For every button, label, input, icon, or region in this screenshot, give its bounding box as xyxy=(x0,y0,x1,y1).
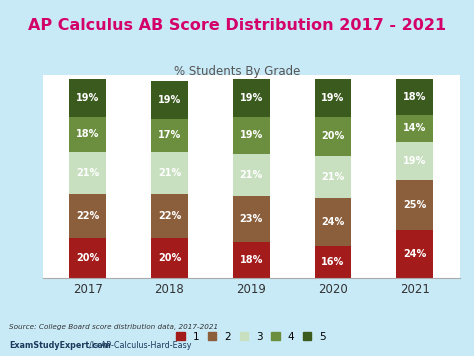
Text: % Students By Grade: % Students By Grade xyxy=(174,65,300,78)
Bar xyxy=(315,156,351,198)
Text: 19%: 19% xyxy=(403,156,427,166)
Text: 18%: 18% xyxy=(76,130,100,140)
Bar xyxy=(69,238,106,278)
Bar xyxy=(151,81,188,119)
Text: Source: College Board score distribution data, 2017-2021: Source: College Board score distribution… xyxy=(9,324,219,330)
Bar xyxy=(315,116,351,156)
Text: 21%: 21% xyxy=(321,172,345,182)
Bar xyxy=(396,180,433,230)
Text: 23%: 23% xyxy=(239,214,263,224)
Text: 20%: 20% xyxy=(76,253,99,263)
Text: 20%: 20% xyxy=(321,131,345,141)
Text: 22%: 22% xyxy=(158,211,181,221)
Text: AP Calculus AB Score Distribution 2017 - 2021: AP Calculus AB Score Distribution 2017 -… xyxy=(28,18,446,33)
Text: 18%: 18% xyxy=(403,91,427,102)
Text: 22%: 22% xyxy=(76,211,99,221)
Text: /Is-AP-Calculus-Hard-Easy: /Is-AP-Calculus-Hard-Easy xyxy=(89,341,191,350)
Bar xyxy=(233,155,270,196)
Text: 19%: 19% xyxy=(239,93,263,103)
Bar xyxy=(233,242,270,278)
Text: 18%: 18% xyxy=(239,255,263,265)
Bar xyxy=(69,79,106,116)
Text: 21%: 21% xyxy=(239,170,263,180)
Bar xyxy=(151,238,188,278)
Text: 19%: 19% xyxy=(321,93,345,103)
Legend: 1, 2, 3, 4, 5: 1, 2, 3, 4, 5 xyxy=(172,328,330,346)
Text: 19%: 19% xyxy=(239,130,263,140)
Bar xyxy=(315,198,351,246)
Text: 20%: 20% xyxy=(158,253,181,263)
Bar xyxy=(396,79,433,115)
Text: ExamStudyExpert.com: ExamStudyExpert.com xyxy=(9,341,111,350)
Bar xyxy=(233,196,270,242)
Text: 17%: 17% xyxy=(158,130,181,140)
Bar xyxy=(396,115,433,142)
Bar xyxy=(69,152,106,194)
Text: 21%: 21% xyxy=(158,168,181,178)
Text: 25%: 25% xyxy=(403,200,427,210)
Bar xyxy=(315,79,351,116)
Text: 14%: 14% xyxy=(403,124,427,134)
Bar xyxy=(233,116,270,155)
Text: 16%: 16% xyxy=(321,257,345,267)
Text: 24%: 24% xyxy=(403,249,427,259)
Bar xyxy=(69,116,106,152)
Bar xyxy=(151,119,188,152)
Bar xyxy=(151,152,188,194)
Bar xyxy=(151,194,188,238)
Bar xyxy=(233,79,270,116)
Text: 19%: 19% xyxy=(158,95,181,105)
Text: 24%: 24% xyxy=(321,217,345,227)
Bar xyxy=(315,246,351,278)
Text: 19%: 19% xyxy=(76,93,99,103)
Bar xyxy=(396,142,433,180)
Bar xyxy=(396,230,433,278)
Text: 21%: 21% xyxy=(76,168,99,178)
Bar xyxy=(69,194,106,238)
